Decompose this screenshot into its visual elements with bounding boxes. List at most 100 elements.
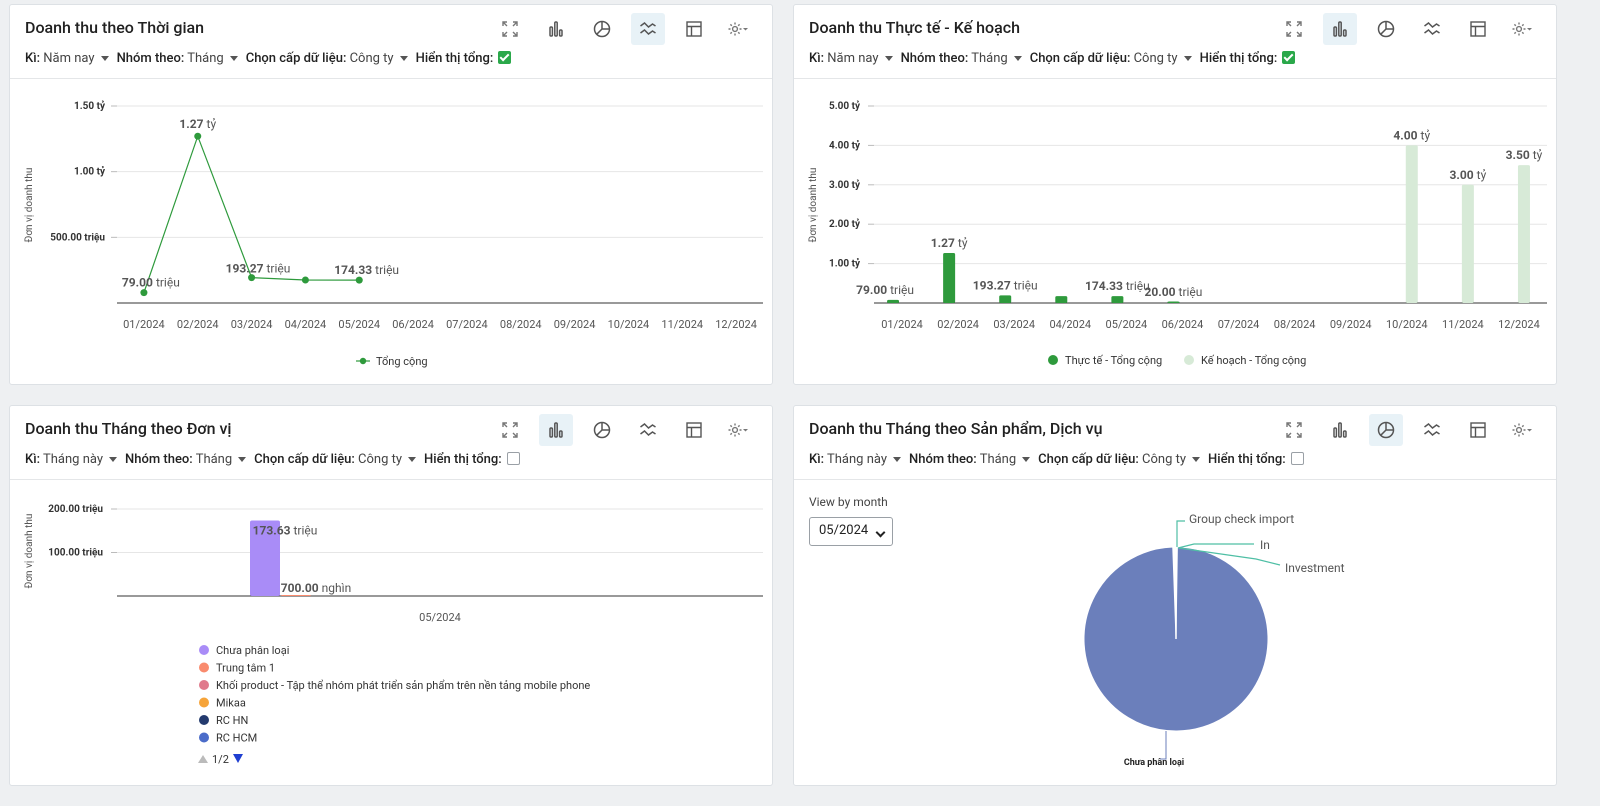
filter-value: Công ty — [1130, 51, 1178, 66]
data-label: 193.27 triệu — [973, 278, 1038, 292]
period-filter[interactable]: Kì: Năm nay — [25, 51, 109, 66]
period-filter[interactable]: Kì: Năm nay — [809, 51, 893, 66]
table-button[interactable] — [677, 414, 711, 446]
bar — [887, 299, 900, 303]
show-total-filter[interactable]: Hiển thị tổng: — [1208, 452, 1304, 467]
y-tick-label: 3.00 tỷ — [829, 178, 861, 191]
chevron-down-icon — [1013, 56, 1022, 62]
x-tick-label: 11/2024 — [661, 318, 703, 331]
bar — [943, 252, 956, 303]
pie-chart-button[interactable] — [1369, 414, 1403, 446]
data-label: 3.50 tỷ — [1506, 148, 1543, 162]
data-label: 4.00 tỷ — [1393, 128, 1430, 142]
y-tick-label: 5.00 tỷ — [829, 99, 861, 112]
period-filter[interactable]: Kì: Tháng này — [25, 452, 118, 467]
data-level-filter[interactable]: Chọn cấp dữ liệu: Công ty — [1030, 51, 1192, 66]
pie-chart-button[interactable] — [585, 13, 619, 45]
legend-marker — [199, 732, 209, 743]
line-chart-button[interactable] — [631, 13, 665, 45]
bar-chart: 100.00 triệu 200.00 triệu Đơn vị doanh thu… — [24, 504, 763, 766]
period-filter[interactable]: Kì: Tháng này — [809, 452, 902, 467]
pie-chart-button[interactable] — [1369, 13, 1403, 45]
legend-marker — [199, 645, 209, 655]
filter-value: Tháng — [192, 452, 233, 467]
bar-chart-button[interactable] — [539, 414, 573, 446]
show-total-checkbox[interactable] — [1282, 51, 1296, 64]
show-total-filter[interactable]: Hiển thị tổng: — [424, 452, 520, 467]
show-total-checkbox[interactable] — [498, 51, 512, 64]
data-point — [140, 289, 148, 297]
legend: Thực tế - Tổng cộng Kế hoạch - Tổng cộng — [1048, 354, 1306, 367]
data-level-filter[interactable]: Chọn cấp dữ liệu: Công ty — [254, 452, 417, 467]
line-chart-button[interactable] — [1415, 414, 1449, 446]
show-total-filter[interactable]: Hiển thị tổng: — [416, 51, 512, 66]
legend-label: RC HN — [216, 714, 248, 727]
chevron-down-icon — [238, 457, 247, 463]
bar-chart-button[interactable] — [1323, 414, 1357, 446]
table-button[interactable] — [1461, 414, 1495, 446]
filter-label: Nhóm theo: — [125, 452, 193, 467]
settings-gear-button[interactable] — [720, 414, 758, 446]
x-tick-label: 12/2024 — [1498, 318, 1540, 331]
filter-label: Chọn cấp dữ liệu: — [254, 452, 355, 467]
group-by-filter[interactable]: Nhóm theo: Tháng — [901, 51, 1022, 66]
settings-gear-button[interactable] — [1504, 414, 1542, 446]
legend: Chưa phân loại Trung tâm 1 Khối product - … — [199, 644, 590, 745]
pie-chart-button[interactable] — [585, 414, 619, 446]
data-label: 193.27 triệu — [226, 262, 291, 276]
revenue-by-time-card: Doanh thu theo Thời gian Kì: Năm nay Nhóm… — [9, 4, 773, 385]
filter-value: Tháng — [184, 51, 224, 66]
expand-button[interactable] — [1277, 414, 1311, 446]
show-total-filter[interactable]: Hiển thị tổng: — [1200, 51, 1296, 66]
data-label: 3.00 tỷ — [1450, 168, 1487, 182]
settings-gear-icon — [1512, 423, 1532, 437]
expand-button[interactable] — [1277, 13, 1311, 45]
settings-gear-button[interactable] — [720, 13, 758, 45]
legend-label: RC HCM — [216, 732, 257, 745]
group-by-filter[interactable]: Nhóm theo: Tháng — [125, 452, 247, 467]
leader-line — [1178, 547, 1281, 566]
show-total-checkbox[interactable] — [506, 452, 520, 465]
data-point — [248, 274, 256, 282]
legend-label: Trung tâm 1 — [216, 662, 275, 675]
card-header: Doanh thu Tháng theo Đơn vị Kì: Tháng nà… — [10, 406, 772, 480]
x-tick-label: 10/2024 — [1386, 318, 1428, 331]
data-label: 1.27 tỷ — [179, 117, 216, 131]
month-select[interactable]: 05/2024 — [809, 517, 893, 546]
group-by-filter[interactable]: Nhóm theo: Tháng — [117, 51, 238, 66]
revenue-by-unit-card: Doanh thu Tháng theo Đơn vị Kì: Tháng nà… — [9, 405, 773, 786]
line-chart-button[interactable] — [1415, 13, 1449, 45]
table-button[interactable] — [1461, 13, 1495, 45]
slice-label: In — [1260, 538, 1270, 552]
filter-label: Kì: — [809, 51, 825, 66]
expand-icon — [1286, 21, 1302, 37]
line-chart-icon — [1424, 423, 1440, 436]
line-chart-button[interactable] — [631, 414, 665, 446]
group-by-filter[interactable]: Nhóm theo: Tháng — [909, 452, 1031, 467]
filter-value: Công ty — [354, 452, 403, 467]
expand-button[interactable] — [493, 414, 527, 446]
bar — [1405, 145, 1418, 303]
table-button[interactable] — [677, 13, 711, 45]
filter-label: Chọn cấp dữ liệu: — [1029, 51, 1131, 66]
settings-gear-button[interactable] — [1504, 13, 1542, 45]
filter-value: Công ty — [346, 51, 394, 66]
table-icon — [1470, 422, 1486, 438]
show-total-checkbox[interactable] — [1290, 452, 1304, 465]
x-tick-label: 05/2024 — [1106, 318, 1148, 331]
expand-button[interactable] — [493, 13, 527, 45]
filter-bar: Kì: Năm nay Nhóm theo: Tháng Chọn cấp dữ l… — [25, 51, 519, 66]
y-tick-label: 500.00 triệu — [50, 232, 105, 243]
data-label: 174.33 triệu — [1085, 279, 1150, 293]
chevron-down-icon — [884, 56, 893, 62]
y-tick-label: 200.00 triệu — [48, 504, 103, 515]
data-level-filter[interactable]: Chọn cấp dữ liệu: Công ty — [1038, 452, 1201, 467]
pager-down-icon — [233, 754, 243, 763]
bar-chart-button[interactable] — [539, 13, 573, 45]
bar — [281, 595, 311, 596]
data-level-filter[interactable]: Chọn cấp dữ liệu: Công ty — [246, 51, 408, 66]
settings-gear-icon — [1512, 22, 1532, 36]
legend-marker — [199, 662, 209, 673]
bar-chart-icon — [549, 422, 563, 438]
bar-chart-button[interactable] — [1323, 13, 1357, 45]
